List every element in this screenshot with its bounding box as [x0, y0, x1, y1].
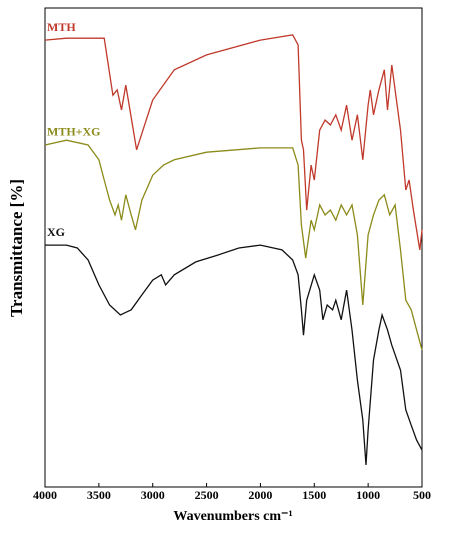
spectrum-line	[45, 244, 423, 466]
x-tick-label: 4000	[33, 488, 57, 502]
plot-frame	[44, 7, 423, 488]
x-axis-label: Wavenumbers cm⁻¹	[173, 509, 292, 524]
spectrum-line	[44, 139, 423, 351]
x-tick-label: 3500	[87, 488, 111, 502]
x-tick-label: 2000	[248, 488, 272, 502]
y-axis-label: Transmittance [%]	[7, 179, 26, 317]
spectrum-line	[44, 34, 423, 251]
x-tick-label: 3000	[141, 488, 165, 502]
series-label: MTH	[47, 20, 76, 34]
x-tick-label: 1000	[356, 488, 380, 502]
x-tick-label: 2500	[195, 488, 219, 502]
series-label: XG	[47, 225, 65, 239]
x-tick-label: 1500	[302, 488, 326, 502]
series-label: MTH+XG	[47, 125, 101, 139]
x-tick-label: 500	[413, 488, 431, 502]
